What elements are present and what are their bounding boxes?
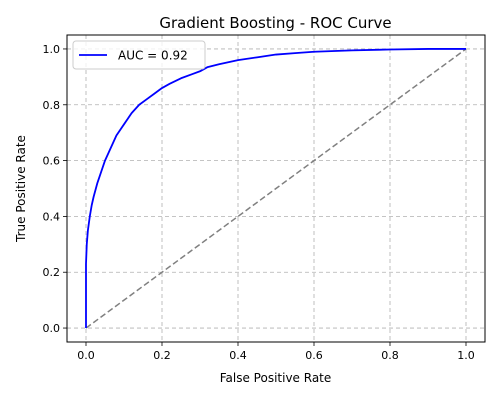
x-tick-label: 1.0 bbox=[457, 349, 475, 362]
chart-title: Gradient Boosting - ROC Curve bbox=[159, 14, 391, 32]
roc-curve-line bbox=[85, 48, 466, 329]
x-tick-label: 0.2 bbox=[153, 349, 171, 362]
y-tick-label: 0.6 bbox=[43, 155, 61, 168]
legend: AUC = 0.92 bbox=[72, 40, 206, 70]
legend-box bbox=[72, 40, 206, 70]
y-axis-ticks: 0.0 0.2 0.4 0.6 0.8 1.0 bbox=[43, 43, 67, 335]
legend-label: AUC = 0.92 bbox=[118, 49, 188, 63]
x-tick-label: 0.4 bbox=[229, 349, 247, 362]
x-tick-label: 0.6 bbox=[305, 349, 323, 362]
y-tick-label: 0.4 bbox=[43, 210, 61, 223]
random-classifier-line bbox=[85, 48, 467, 329]
series-layer bbox=[85, 48, 467, 329]
y-axis-label: True Positive Rate bbox=[14, 135, 28, 243]
y-tick-label: 0.8 bbox=[43, 99, 61, 112]
plot-frame bbox=[66, 34, 486, 343]
x-axis-ticks: 0.0 0.2 0.4 0.6 0.8 1.0 bbox=[77, 342, 475, 362]
y-tick-label: 0.0 bbox=[43, 322, 61, 335]
x-tick-label: 0.8 bbox=[381, 349, 399, 362]
x-axis-label: False Positive Rate bbox=[220, 371, 332, 385]
x-tick-label: 0.0 bbox=[77, 349, 95, 362]
y-tick-label: 0.2 bbox=[43, 266, 61, 279]
y-tick-label: 1.0 bbox=[43, 43, 61, 56]
